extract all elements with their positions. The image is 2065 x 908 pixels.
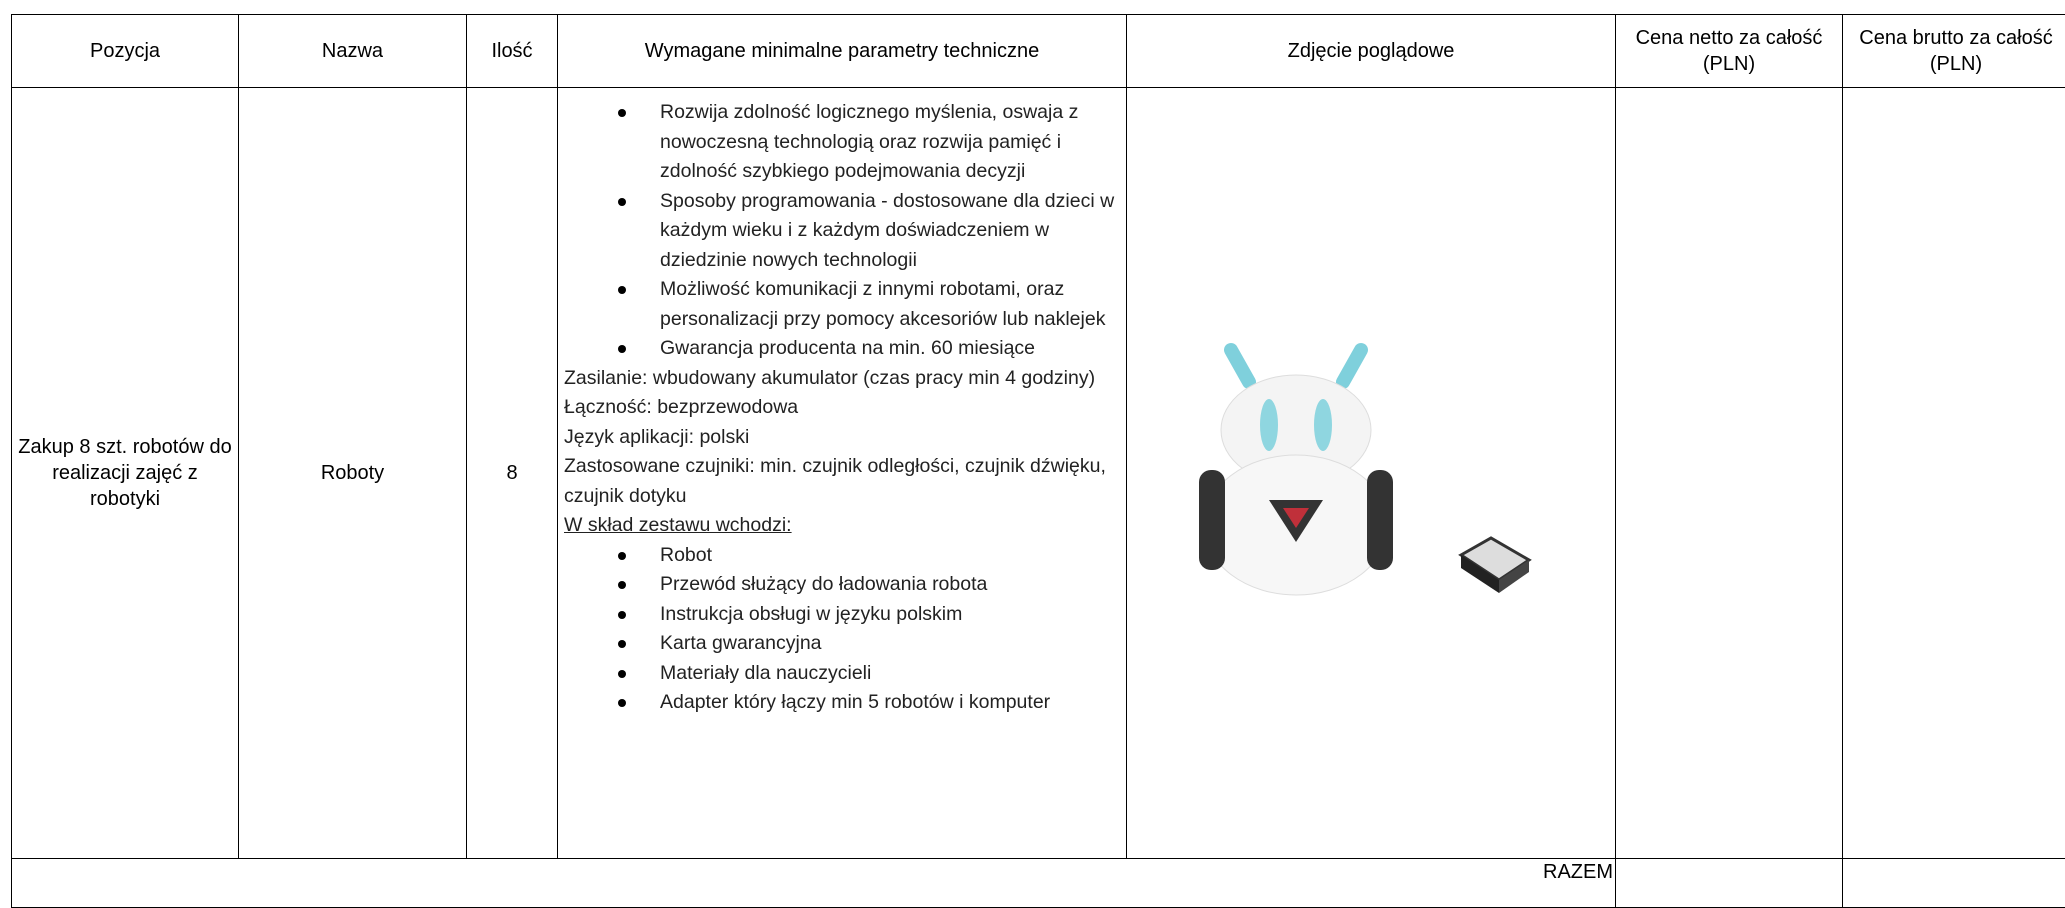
gross-price-cell — [1843, 88, 2065, 859]
total-row: RAZEM — [12, 859, 2065, 908]
column-header: Ilość — [467, 15, 558, 88]
spec-line: Język aplikacji: polski — [564, 423, 1122, 453]
column-header: Cena brutto za całość (PLN) — [1843, 15, 2065, 88]
set-item: Karta gwarancyjna — [564, 629, 1122, 659]
set-item: Adapter który łączy min 5 robotów i komp… — [564, 688, 1122, 718]
column-header: Cena netto za całość (PLN) — [1616, 15, 1843, 88]
image-cell — [1127, 88, 1616, 859]
column-header: Nazwa — [239, 15, 467, 88]
quantity-cell: 8 — [467, 88, 558, 859]
position-cell: Zakup 8 szt. robotów do realizacji zajęć… — [12, 88, 239, 859]
net-price-cell — [1616, 88, 1843, 859]
total-label: RAZEM — [12, 859, 1616, 908]
set-item: Instrukcja obsługi w języku polskim — [564, 600, 1122, 630]
item-row: Zakup 8 szt. robotów do realizacji zajęć… — [12, 88, 2065, 859]
column-header: Pozycja — [12, 15, 239, 88]
robot — [1199, 350, 1393, 595]
feature-item: Gwarancja producenta na min. 60 miesiące — [564, 334, 1122, 364]
adapter — [1461, 538, 1529, 593]
column-header: Zdjęcie poglądowe — [1127, 15, 1616, 88]
page: {"table": { "headers": ["Pozycja", "Nazw… — [0, 0, 2065, 887]
feature-item: Rozwija zdolność logicznego myślenia, os… — [564, 98, 1122, 187]
name-cell: Roboty — [239, 88, 467, 859]
feature-item: Możliwość komunikacji z innymi robotami,… — [564, 275, 1122, 334]
total-net-cell — [1616, 859, 1843, 908]
robot-image — [1171, 310, 1571, 630]
set-item: Robot — [564, 541, 1122, 571]
spec-line: Zastosowane czujniki: min. czujnik odleg… — [564, 452, 1122, 511]
set-heading: W skład zestawu wchodzi: — [564, 511, 1122, 541]
column-header: Wymagane minimalne parametry techniczne — [558, 15, 1127, 88]
description-cell: Rozwija zdolność logicznego myślenia, os… — [558, 88, 1127, 859]
feature-list: Rozwija zdolność logicznego myślenia, os… — [564, 98, 1122, 364]
feature-item: Sposoby programowania - dostosowane dla … — [564, 187, 1122, 276]
spec-line: Zasilanie: wbudowany akumulator (czas pr… — [564, 364, 1122, 394]
total-gross-cell — [1843, 859, 2065, 908]
set-item: Przewód służący do ładowania robota — [564, 570, 1122, 600]
set-item: Materiały dla nauczycieli — [564, 659, 1122, 689]
spec-line: Łączność: bezprzewodowa — [564, 393, 1122, 423]
